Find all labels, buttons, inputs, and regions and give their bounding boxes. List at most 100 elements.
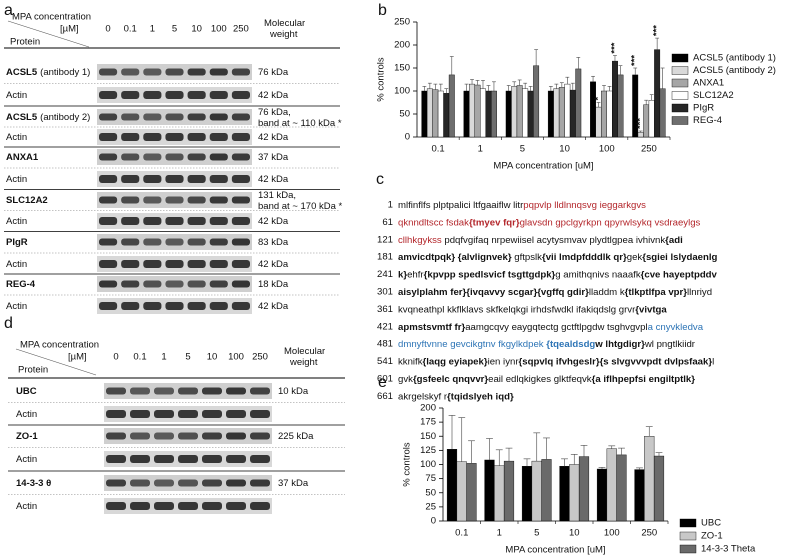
weight-label: 76 kDa, band at ~ 110 kDa * <box>258 107 342 129</box>
error-bar <box>543 437 550 460</box>
weight-line: 42 kDa <box>258 90 289 101</box>
y-tick-label: 25 <box>425 501 436 512</box>
sequence-segment: glavsdn gpclgyrkpn qpyrwlsykq vsdraeylgs <box>520 217 701 228</box>
band <box>130 387 150 395</box>
sequence-line: k}ehfr{kpvpp spedlsvicf tsgttgdpk}g amit… <box>398 269 718 280</box>
sequence-segment: gvk <box>398 374 413 385</box>
band <box>202 479 222 487</box>
band <box>209 260 228 268</box>
lane-label: 5 <box>172 24 177 35</box>
protein-name: UBC <box>16 386 37 397</box>
error-bar <box>598 467 606 470</box>
band <box>143 280 162 288</box>
y-tick-label: 200 <box>420 403 436 414</box>
band <box>143 302 162 310</box>
weight-label: 42 kDa <box>258 132 289 143</box>
band <box>250 455 270 463</box>
bar <box>511 86 518 138</box>
y-tick-label: 50 <box>425 487 436 498</box>
protein-name: ZO-1 <box>16 431 38 442</box>
weight-line: 37 kDa <box>258 152 289 163</box>
legend-swatch <box>679 531 697 541</box>
row-label: Actin <box>16 409 37 420</box>
legend-label: REG-4 <box>693 115 722 126</box>
lane-label: 100 <box>228 352 244 363</box>
error-bar <box>492 81 496 91</box>
band <box>121 238 140 246</box>
legend-swatch <box>671 103 689 113</box>
band <box>121 280 140 288</box>
lane-label: 0.1 <box>133 352 146 363</box>
band <box>121 113 140 121</box>
band <box>143 68 162 76</box>
band <box>226 432 246 440</box>
band <box>143 133 162 141</box>
x-tick-label: 100 <box>604 528 620 539</box>
band <box>231 260 250 268</box>
legend-label: SLC12A2 <box>693 90 734 101</box>
band <box>187 133 206 141</box>
lane-label: 0 <box>105 24 110 35</box>
weight-line: 76 kDa, <box>258 107 291 118</box>
band <box>99 217 118 225</box>
sequence-segment: apmstsvmtf fr} <box>398 321 465 332</box>
protein-name: ACSL5 <box>6 112 38 123</box>
header-diagonal <box>15 348 97 376</box>
weight-line: 225 kDa <box>278 431 314 442</box>
weight-line: 18 kDa <box>258 279 289 290</box>
y-tick-label: 0 <box>431 516 436 527</box>
bar <box>559 465 570 522</box>
sequence-segment: {laqg eyiapek} <box>423 356 488 367</box>
sequence-segment: pdqfvgifaq nrpewiisel acytysmvav plydtlg… <box>442 234 666 245</box>
band <box>231 153 250 161</box>
band <box>99 260 118 268</box>
bar <box>505 90 512 138</box>
band <box>226 387 246 395</box>
weight-label: 83 kDa <box>258 237 289 248</box>
sequence-segment: akrgelskyf r <box>398 391 448 402</box>
protein-name: Actin <box>6 174 27 185</box>
sequence-segment: {tlkptlfpa vpr} <box>625 287 688 298</box>
band <box>165 280 184 288</box>
error-bar <box>649 94 654 101</box>
bar <box>595 106 602 138</box>
band <box>121 91 140 99</box>
band <box>209 302 228 310</box>
error-bar <box>444 88 449 94</box>
legend-label: UBC <box>701 518 721 529</box>
band <box>99 68 118 76</box>
sequence-line: amvicdtpqk} {alvlignvek} gftpslk{vii lmd… <box>398 252 718 263</box>
bar <box>575 68 582 138</box>
bar <box>541 459 552 522</box>
band <box>226 502 246 510</box>
weight-label: 42 kDa <box>258 301 289 312</box>
band <box>99 133 118 141</box>
error-bar <box>422 86 427 91</box>
sequence-segment: kvqneathpl kkflklavs skfkelqkgi irhdsfwd… <box>398 304 636 315</box>
band <box>209 91 228 99</box>
bar <box>653 455 665 522</box>
header-text: MPA concentration <box>12 12 91 23</box>
bar <box>522 88 529 138</box>
band <box>209 217 228 225</box>
band <box>187 238 206 246</box>
bar <box>466 463 477 522</box>
bar <box>485 90 492 138</box>
error-bar <box>512 81 517 87</box>
error-bar <box>591 75 595 82</box>
band <box>143 260 162 268</box>
legend-swatch <box>671 116 689 125</box>
header-diagonal <box>7 20 90 48</box>
error-bar <box>523 458 531 467</box>
error-bar <box>613 55 617 62</box>
sequence-segment: aisylplahm fer}{ivqavvy scgar}{vgffq gdi… <box>398 287 589 298</box>
line-number: 61 <box>382 217 393 228</box>
weight-label: 225 kDa <box>278 431 314 442</box>
band <box>250 502 270 510</box>
y-tick-label: 50 <box>399 109 410 120</box>
bar <box>612 60 618 138</box>
protein-name: Actin <box>16 454 37 465</box>
bar <box>596 468 608 522</box>
band <box>130 432 150 440</box>
band <box>209 113 228 121</box>
